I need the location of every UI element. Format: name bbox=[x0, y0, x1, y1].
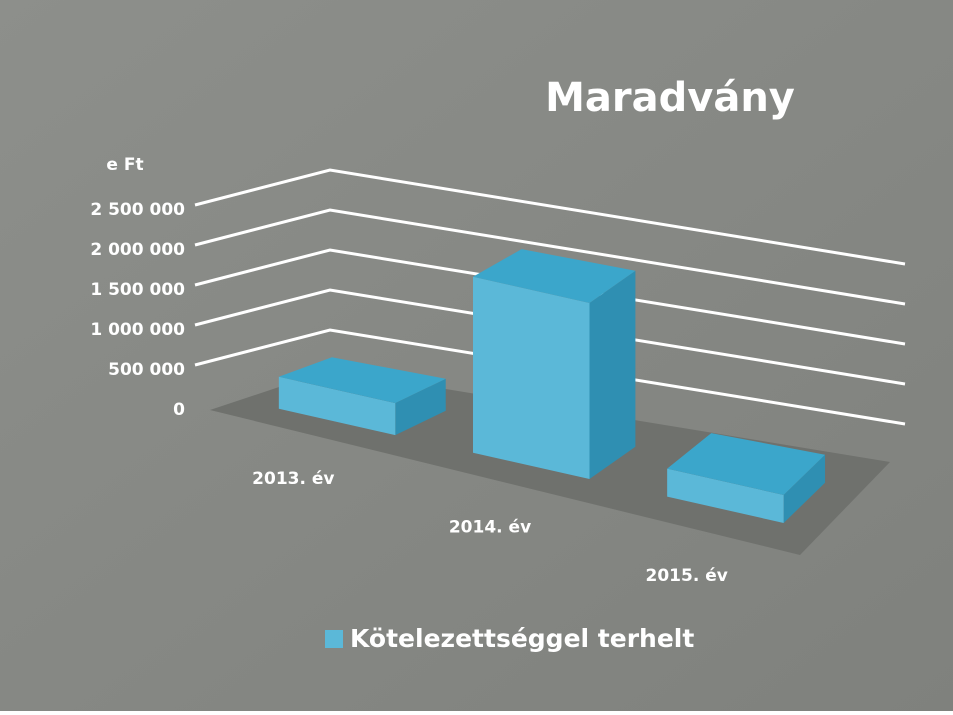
grid-line bbox=[194, 248, 906, 346]
bar-top bbox=[473, 249, 636, 304]
grid-line bbox=[194, 168, 906, 266]
grid-line bbox=[194, 328, 906, 426]
bar-top bbox=[667, 433, 826, 495]
grid-line bbox=[194, 288, 906, 386]
y-tick-label: 2 000 000 bbox=[90, 240, 185, 260]
x-tick-label: 2013. év bbox=[252, 469, 334, 489]
legend-swatch bbox=[325, 630, 343, 648]
bar-side bbox=[395, 378, 446, 436]
x-tick-label: 2015. év bbox=[646, 566, 728, 586]
bar-front bbox=[278, 376, 396, 436]
legend-label: Kötelezettséggel terhelt bbox=[350, 624, 694, 653]
y-tick-label: 0 bbox=[173, 400, 185, 420]
y-tick-label: 2 500 000 bbox=[90, 200, 185, 220]
y-tick-label: 1 000 000 bbox=[90, 320, 185, 340]
bar-top bbox=[278, 357, 446, 404]
grid-line bbox=[194, 208, 906, 306]
y-tick-label: 1 500 000 bbox=[90, 280, 185, 300]
bar-front bbox=[667, 468, 784, 523]
x-tick-label: 2014. év bbox=[449, 518, 531, 538]
y-tick-label: 500 000 bbox=[108, 360, 185, 380]
y-axis-label: e Ft bbox=[106, 155, 143, 175]
bar-side bbox=[783, 454, 826, 523]
chart-title: Maradvány bbox=[545, 75, 795, 121]
bar-side bbox=[589, 270, 636, 480]
bar-front bbox=[473, 276, 590, 480]
